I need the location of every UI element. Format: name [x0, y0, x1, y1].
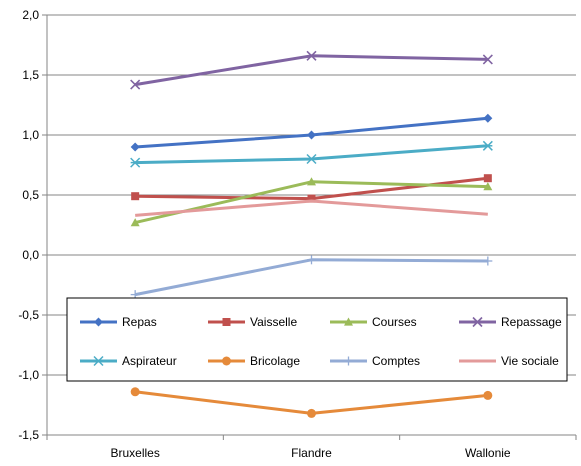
- data-point: [472, 316, 483, 328]
- axes: [42, 14, 577, 440]
- series-aspirateur: [130, 140, 493, 168]
- y-tick-label: 1,5: [22, 68, 39, 82]
- data-point: [307, 177, 316, 186]
- data-point: [306, 50, 317, 61]
- legend-item: Repassage: [459, 315, 562, 329]
- data-point: [482, 140, 493, 151]
- legend-item: Repas: [80, 315, 157, 329]
- data-point: [483, 256, 493, 266]
- data-point: [94, 317, 103, 327]
- series-line: [135, 144, 488, 165]
- y-tick-label: 1,0: [22, 128, 39, 142]
- data-point: [483, 113, 493, 123]
- data-point: [482, 54, 493, 65]
- legend-label: Aspirateur: [122, 354, 177, 368]
- data-point: [306, 153, 317, 165]
- y-tick-label: -0,5: [18, 308, 39, 322]
- legend-item: Vie sociale: [459, 354, 559, 368]
- data-point: [307, 194, 316, 203]
- legend-label: Bricolage: [250, 354, 300, 368]
- series-lines: [130, 50, 493, 418]
- data-point: [131, 192, 140, 201]
- data-point: [93, 355, 104, 367]
- series-repas: [130, 113, 493, 152]
- series-line: [134, 258, 488, 297]
- data-point: [307, 408, 316, 418]
- legend-label: Repas: [122, 315, 157, 329]
- data-point: [222, 356, 231, 366]
- y-tick-label: 0,5: [22, 188, 39, 202]
- legend-item: Aspirateur: [80, 354, 177, 368]
- series-repassage: [130, 50, 493, 90]
- series-line: [134, 54, 488, 87]
- data-point: [130, 218, 140, 227]
- series-vie-sociale: [135, 199, 488, 217]
- data-point: [130, 387, 140, 397]
- series-bricolage: [130, 387, 493, 418]
- y-tick-labels: -1,5 -1,0 -0,5 0,0 0,5 1,0 1,5 2,0: [18, 8, 39, 442]
- data-point: [130, 157, 141, 168]
- data-point: [222, 318, 231, 326]
- data-point: [344, 356, 353, 366]
- legend-label: Vie sociale: [501, 354, 559, 368]
- series-courses: [130, 177, 493, 227]
- y-tick-label: -1,5: [18, 428, 39, 442]
- legend-item: Courses: [330, 315, 417, 329]
- y-tick-label: 0,0: [22, 248, 39, 262]
- legend-item: Vaisselle: [208, 315, 297, 329]
- data-point: [483, 182, 493, 191]
- legend-label: Vaisselle: [250, 315, 297, 329]
- x-tick-labels: Bruxelles Flandre Wallonie: [110, 446, 510, 460]
- data-point: [307, 255, 316, 265]
- x-tick-label: Bruxelles: [110, 446, 159, 460]
- data-point: [130, 142, 140, 152]
- data-point: [483, 390, 493, 400]
- y-tick-label: 2,0: [22, 8, 39, 22]
- data-point: [344, 317, 353, 326]
- legend-box: [66, 297, 568, 382]
- data-point: [307, 130, 316, 140]
- legend-label: Comptes: [372, 354, 420, 368]
- legend-item: Comptes: [330, 354, 420, 368]
- data-point: [130, 79, 141, 90]
- series-line: [135, 199, 488, 217]
- x-tick-label: Wallonie: [465, 446, 511, 460]
- x-tick-label: Flandre: [291, 446, 332, 460]
- legend-label: Courses: [372, 315, 417, 329]
- series-comptes: [130, 255, 493, 300]
- legend: Repas Vaisselle Courses Repassage Aspirateur…: [66, 297, 568, 382]
- data-point: [483, 174, 492, 183]
- y-tick-label: -1,0: [18, 368, 39, 382]
- legend-item: Bricolage: [208, 354, 300, 368]
- legend-label: Repassage: [501, 315, 562, 329]
